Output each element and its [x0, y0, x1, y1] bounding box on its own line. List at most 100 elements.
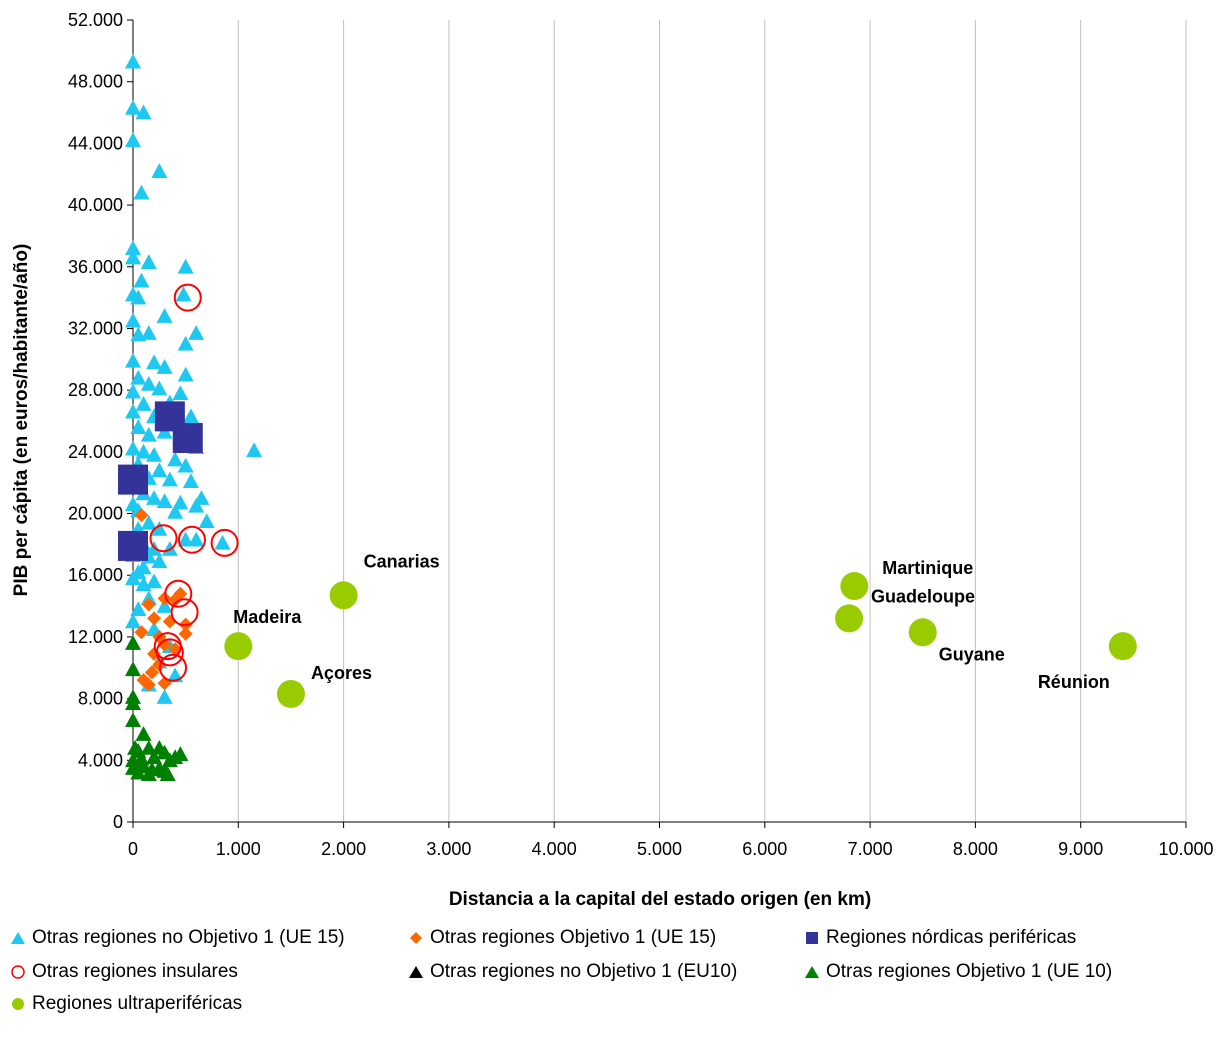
y-tick-label: 4.000 [78, 750, 123, 770]
circle-point [276, 679, 305, 708]
triangle-point [172, 385, 189, 401]
triangle-point [125, 383, 141, 399]
x-axis-label: Distancia a la capital del estado origen… [449, 889, 871, 910]
triangle-point [125, 99, 141, 115]
open-circle-marker-icon [11, 965, 25, 979]
diamond-point [173, 586, 188, 601]
annotation-label: Guadeloupe [871, 586, 975, 606]
triangle-point [151, 553, 168, 569]
triangle-point [188, 531, 205, 547]
circle-point [908, 618, 937, 647]
circle-point [1108, 632, 1137, 661]
annotation-label: Açores [311, 663, 372, 683]
triangle-point [125, 440, 141, 456]
triangle-point [214, 534, 231, 550]
square-point [118, 464, 148, 495]
legend-item-no-objetivo1-eu10: Otras regiones no Objetivo 1 (EU10) [408, 961, 737, 983]
triangle-point [133, 750, 150, 766]
triangle-point [125, 661, 141, 677]
triangle-point [125, 635, 141, 650]
triangle-point [161, 541, 178, 556]
y-tick-label: 44.000 [68, 133, 123, 153]
legend-label: Otras regiones no Objetivo 1 (UE 15) [32, 927, 345, 948]
triangle-point [125, 240, 141, 256]
legend-item-no-objetivo1-ue15: Otras regiones no Objetivo 1 (UE 15) [10, 927, 345, 949]
triangle-point [156, 493, 173, 508]
x-tick-label: 4.000 [532, 839, 577, 859]
annotations: Canarias Madeira Açores Martinique Guadeloup… [233, 551, 1110, 692]
y-tick-label: 0 [113, 812, 123, 832]
diamond-marker-icon [410, 932, 422, 944]
y-axis-label: PIB per cápita (en euros/habitante/año) [11, 244, 32, 597]
diamond-point [141, 597, 156, 612]
legend-label: Otras regiones Objetivo 1 (UE 10) [826, 961, 1113, 982]
triangle-point [151, 380, 168, 396]
triangle-point [125, 403, 141, 419]
circle-point [329, 581, 358, 610]
triangle-point [146, 749, 163, 765]
grid-lines [237, 20, 1187, 822]
annotation-label: Guyane [939, 644, 1005, 664]
diamond-point [141, 677, 156, 692]
triangle-point [167, 503, 184, 519]
x-tick-label: 0 [128, 839, 138, 859]
x-tick-label: 2.000 [321, 839, 366, 859]
square-point [118, 530, 148, 561]
triangle-point [159, 766, 176, 781]
diamond-point [134, 625, 149, 640]
diamond-point [147, 611, 162, 626]
legend-label: Otras regiones no Objetivo 1 (EU10) [430, 961, 738, 982]
open-circle-point [149, 524, 178, 553]
x-tick-label: 1.000 [216, 839, 261, 859]
triangle-point [161, 471, 178, 487]
triangle-point [188, 325, 205, 340]
triangle-point [130, 419, 147, 434]
legend-item-nordicas: Regiones nórdicas periféricas [804, 927, 1076, 949]
annotation-label: Réunion [1038, 672, 1110, 692]
triangle-point [125, 53, 141, 69]
legend-label: Otras regiones insulares [32, 961, 238, 982]
x-tick-label: 8.000 [953, 839, 998, 859]
y-tick-label: 24.000 [68, 442, 123, 462]
triangle-point [177, 457, 194, 473]
annotation-label: Canarias [364, 551, 440, 571]
x-tick-label: 9.000 [1058, 839, 1103, 859]
open-circle-point [173, 283, 202, 312]
triangle-point [156, 308, 173, 323]
triangle-point [151, 163, 168, 178]
y-tick-label: 36.000 [68, 257, 123, 277]
x-tick-label: 3.000 [426, 839, 471, 859]
y-tick-label: 12.000 [68, 627, 123, 647]
diamond-point [144, 665, 159, 680]
legend: Otras regiones no Objetivo 1 (UE 15) Otr… [10, 927, 1210, 1047]
tick-labels: 0 4.000 8.000 12.000 16.000 20.000 24.000 28.00… [68, 10, 1214, 859]
triangle-marker-icon [409, 966, 423, 978]
triangle-point [140, 426, 157, 442]
triangle-point [246, 442, 263, 458]
triangle-point [135, 576, 152, 592]
triangle-point [125, 249, 141, 265]
diamond-point [178, 626, 193, 641]
triangle-point [198, 513, 215, 529]
annotation-label: Martinique [882, 558, 973, 578]
triangle-point [177, 258, 194, 274]
triangle-point [125, 352, 141, 368]
triangle-point [167, 749, 184, 765]
triangle-point [146, 490, 163, 505]
triangle-point [177, 335, 194, 351]
legend-item-insulares: Otras regiones insulares [10, 961, 238, 983]
y-tick-label: 28.000 [68, 380, 123, 400]
triangle-point [167, 451, 184, 467]
triangle-point [135, 104, 152, 120]
annotation-label: Madeira [233, 607, 302, 627]
triangle-point [140, 514, 157, 530]
triangle-point [182, 408, 199, 424]
open-circle-point [159, 653, 188, 682]
triangle-point [140, 254, 157, 269]
legend-item-objetivo1-ue10: Otras regiones Objetivo 1 (UE 10) [804, 961, 1112, 983]
x-tick-label: 7.000 [848, 839, 893, 859]
triangle-point [175, 286, 192, 302]
triangle-point [125, 132, 141, 148]
circle-point [840, 572, 869, 601]
legend-item-ultraperifericas: Regiones ultraperiféricas [10, 993, 242, 1015]
